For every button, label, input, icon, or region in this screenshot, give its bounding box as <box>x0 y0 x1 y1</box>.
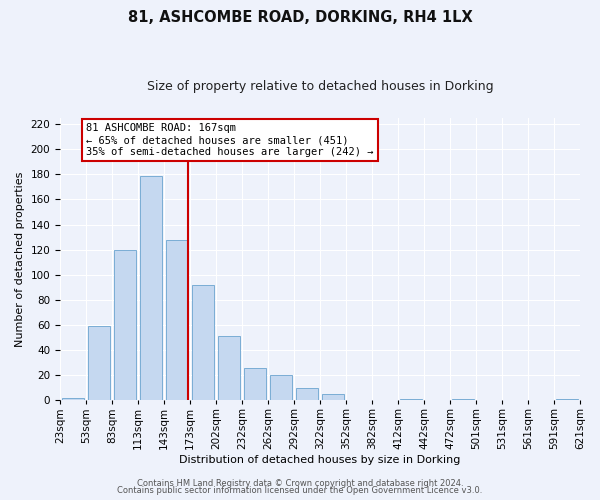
Bar <box>556 399 578 400</box>
Text: 81, ASHCOMBE ROAD, DORKING, RH4 1LX: 81, ASHCOMBE ROAD, DORKING, RH4 1LX <box>128 10 472 25</box>
Bar <box>114 250 136 400</box>
Y-axis label: Number of detached properties: Number of detached properties <box>15 172 25 347</box>
Bar <box>140 176 162 400</box>
Bar <box>88 326 110 400</box>
Bar <box>192 285 214 401</box>
Bar <box>244 368 266 400</box>
Text: 81 ASHCOMBE ROAD: 167sqm
← 65% of detached houses are smaller (451)
35% of semi-: 81 ASHCOMBE ROAD: 167sqm ← 65% of detach… <box>86 124 374 156</box>
Bar <box>322 394 344 400</box>
Bar <box>166 240 188 400</box>
Text: Contains public sector information licensed under the Open Government Licence v3: Contains public sector information licen… <box>118 486 482 495</box>
Bar <box>218 336 240 400</box>
Bar <box>270 376 292 400</box>
Title: Size of property relative to detached houses in Dorking: Size of property relative to detached ho… <box>147 80 493 93</box>
X-axis label: Distribution of detached houses by size in Dorking: Distribution of detached houses by size … <box>179 455 461 465</box>
Bar <box>452 399 474 400</box>
Bar <box>296 388 318 400</box>
Text: Contains HM Land Registry data © Crown copyright and database right 2024.: Contains HM Land Registry data © Crown c… <box>137 478 463 488</box>
Bar <box>62 398 84 400</box>
Bar <box>400 399 422 400</box>
